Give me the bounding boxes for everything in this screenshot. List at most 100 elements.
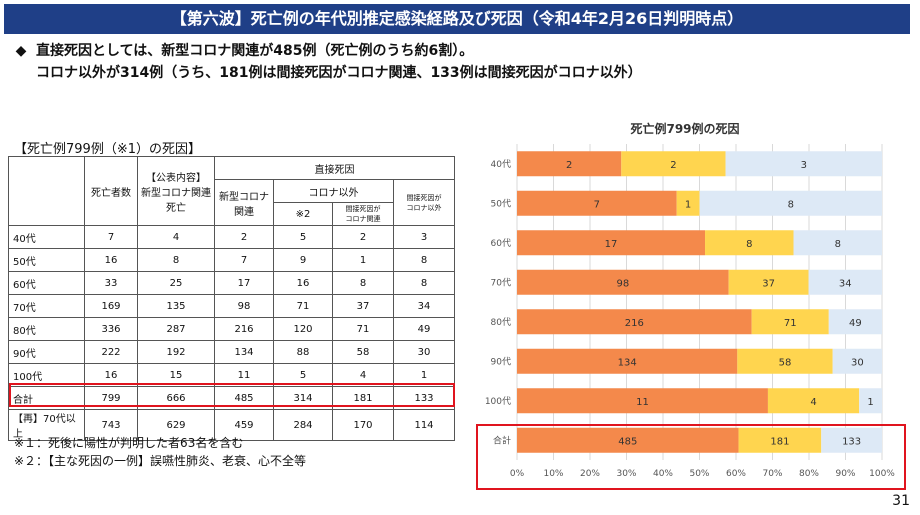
table-row: 80代 336 287 216 120 71 49 bbox=[8, 317, 455, 341]
data-label: 8 bbox=[835, 239, 841, 250]
data-label: 58 bbox=[779, 357, 792, 368]
x-tick-label: 20% bbox=[580, 469, 600, 479]
data-label: 30 bbox=[851, 357, 864, 368]
bar-segment bbox=[676, 190, 700, 216]
row-label: 60代 bbox=[8, 271, 85, 295]
table-cell: 16 bbox=[273, 271, 333, 295]
table-cell: 71 bbox=[332, 317, 394, 341]
x-tick-label: 90% bbox=[835, 469, 855, 479]
data-label: 11 bbox=[636, 397, 649, 408]
y-tick-label: 60代 bbox=[491, 238, 511, 249]
bar-segment bbox=[767, 388, 860, 414]
bullet-line-2: コロナ以外が314例（うち、181例は間接死因がコロナ関連、133例は間接死因が… bbox=[36, 65, 642, 81]
header-public: 【公表内容】 新型コロナ関連 死亡 bbox=[137, 156, 215, 226]
total-row-highlight bbox=[9, 383, 455, 407]
x-tick-label: 100% bbox=[869, 469, 895, 479]
table-cell: 743 bbox=[84, 409, 138, 441]
header-non-covid: コロナ以外 bbox=[273, 179, 394, 203]
table-cell: 37 bbox=[332, 294, 394, 318]
table-row: 60代 33 25 17 16 8 8 bbox=[8, 271, 455, 295]
header-direct-covid: 新型コロナ 関連 bbox=[214, 179, 274, 226]
data-label: 17 bbox=[605, 239, 618, 250]
table-cell: 17 bbox=[214, 271, 274, 295]
table-cell: 8 bbox=[137, 248, 215, 272]
y-tick-label: 合計 bbox=[493, 434, 511, 446]
bar-segment bbox=[751, 309, 829, 335]
table-cell: 25 bbox=[137, 271, 215, 295]
bar-segment bbox=[728, 269, 809, 295]
data-label: 2 bbox=[566, 160, 572, 171]
x-tick-label: 80% bbox=[799, 469, 819, 479]
data-label: 181 bbox=[770, 436, 789, 447]
bar-segment bbox=[517, 309, 752, 335]
footnotes: ※１：死後に陽性が判明した者63名を含む ※２：【主な死因の一例】誤嚥性肺炎、老… bbox=[14, 434, 306, 470]
data-label: 4 bbox=[810, 397, 816, 408]
data-label: 98 bbox=[616, 278, 629, 289]
bar-segment bbox=[517, 190, 677, 216]
bar-segment bbox=[621, 151, 726, 177]
table-cell: 629 bbox=[137, 409, 215, 441]
y-tick-label: 80代 bbox=[491, 317, 511, 328]
y-tick-label: 50代 bbox=[491, 198, 511, 209]
row-label: 70代 bbox=[8, 294, 85, 318]
bar-segment bbox=[828, 309, 882, 335]
bar-segment bbox=[821, 427, 882, 453]
stacked-bar-chart: 0% 10% 20% 30% 40% 50% 60% 70% 80% 90% 100% 40代 2 2 3 5… bbox=[485, 144, 895, 479]
header-indirect-covid: 間接死因が コロナ関連 bbox=[332, 202, 394, 226]
data-label: 133 bbox=[842, 436, 861, 447]
table-cell: 114 bbox=[393, 409, 455, 441]
data-label: 2 bbox=[670, 160, 676, 171]
data-label: 134 bbox=[618, 357, 637, 368]
table-cell: 216 bbox=[214, 317, 274, 341]
summary-bullets: ◆ 直接死因としては、新型コロナ関連が485例（死亡例のうち約6割）。 コロナ以外… bbox=[6, 40, 906, 84]
bar-segment bbox=[517, 388, 768, 414]
data-label: 3 bbox=[801, 160, 807, 171]
table-cell: 8 bbox=[393, 271, 455, 295]
row-label: 【再】70代以上 bbox=[8, 409, 85, 441]
table-cell: 8 bbox=[393, 248, 455, 272]
table-cell: 1 bbox=[332, 248, 394, 272]
x-tick-label: 60% bbox=[726, 469, 746, 479]
x-tick-label: 10% bbox=[543, 469, 563, 479]
table-cell: 7 bbox=[84, 225, 138, 249]
y-tick-label: 90代 bbox=[491, 356, 511, 367]
bar-segment bbox=[725, 151, 882, 177]
bar-segment bbox=[517, 348, 738, 374]
y-tick-label: 40代 bbox=[491, 159, 511, 170]
bar-segment bbox=[699, 190, 882, 216]
bar-segment bbox=[859, 388, 882, 414]
x-tick-label: 30% bbox=[616, 469, 636, 479]
table-cell: 8 bbox=[332, 271, 394, 295]
bar-segment bbox=[793, 230, 882, 256]
bar-segment bbox=[737, 348, 833, 374]
table-cell: 287 bbox=[137, 317, 215, 341]
x-tick-label: 0% bbox=[510, 469, 525, 479]
bullet-diamond-icon: ◆ bbox=[15, 43, 27, 59]
chart-title: 死亡例799例の死因 bbox=[630, 122, 740, 136]
bullet-line-1: 直接死因としては、新型コロナ関連が485例（死亡例のうち約6割）。 bbox=[36, 43, 474, 59]
header-indirect-other: 間接死因が コロナ以外 bbox=[393, 179, 455, 226]
table-cell: 34 bbox=[393, 294, 455, 318]
bar-segment bbox=[517, 427, 739, 453]
table-cell: 4 bbox=[137, 225, 215, 249]
table-row: 90代 222 192 134 88 58 30 bbox=[8, 340, 455, 364]
table-cell: 120 bbox=[273, 317, 333, 341]
total-bar-highlight bbox=[476, 424, 906, 490]
table-cell: 30 bbox=[393, 340, 455, 364]
table-title: 【死亡例799例（※1）の死因】 bbox=[14, 142, 201, 157]
bar-segment bbox=[832, 348, 882, 374]
table-cell: 2 bbox=[214, 225, 274, 249]
table-cell: 9 bbox=[273, 248, 333, 272]
table-cell: 33 bbox=[84, 271, 138, 295]
table-cell: 192 bbox=[137, 340, 215, 364]
header-direct: 直接死因 bbox=[214, 156, 455, 180]
bar-segment bbox=[705, 230, 794, 256]
header-deaths: 死亡者数 bbox=[84, 156, 138, 226]
table-cell: 3 bbox=[393, 225, 455, 249]
table-row: 【再】70代以上 743 629 459 284 170 114 bbox=[8, 409, 455, 441]
table-cell: 88 bbox=[273, 340, 333, 364]
data-label: 8 bbox=[788, 199, 794, 210]
table-row: 100代 16 15 11 5 4 1 bbox=[8, 363, 455, 387]
data-label: 1 bbox=[867, 397, 873, 408]
row-label: 40代 bbox=[8, 225, 85, 249]
